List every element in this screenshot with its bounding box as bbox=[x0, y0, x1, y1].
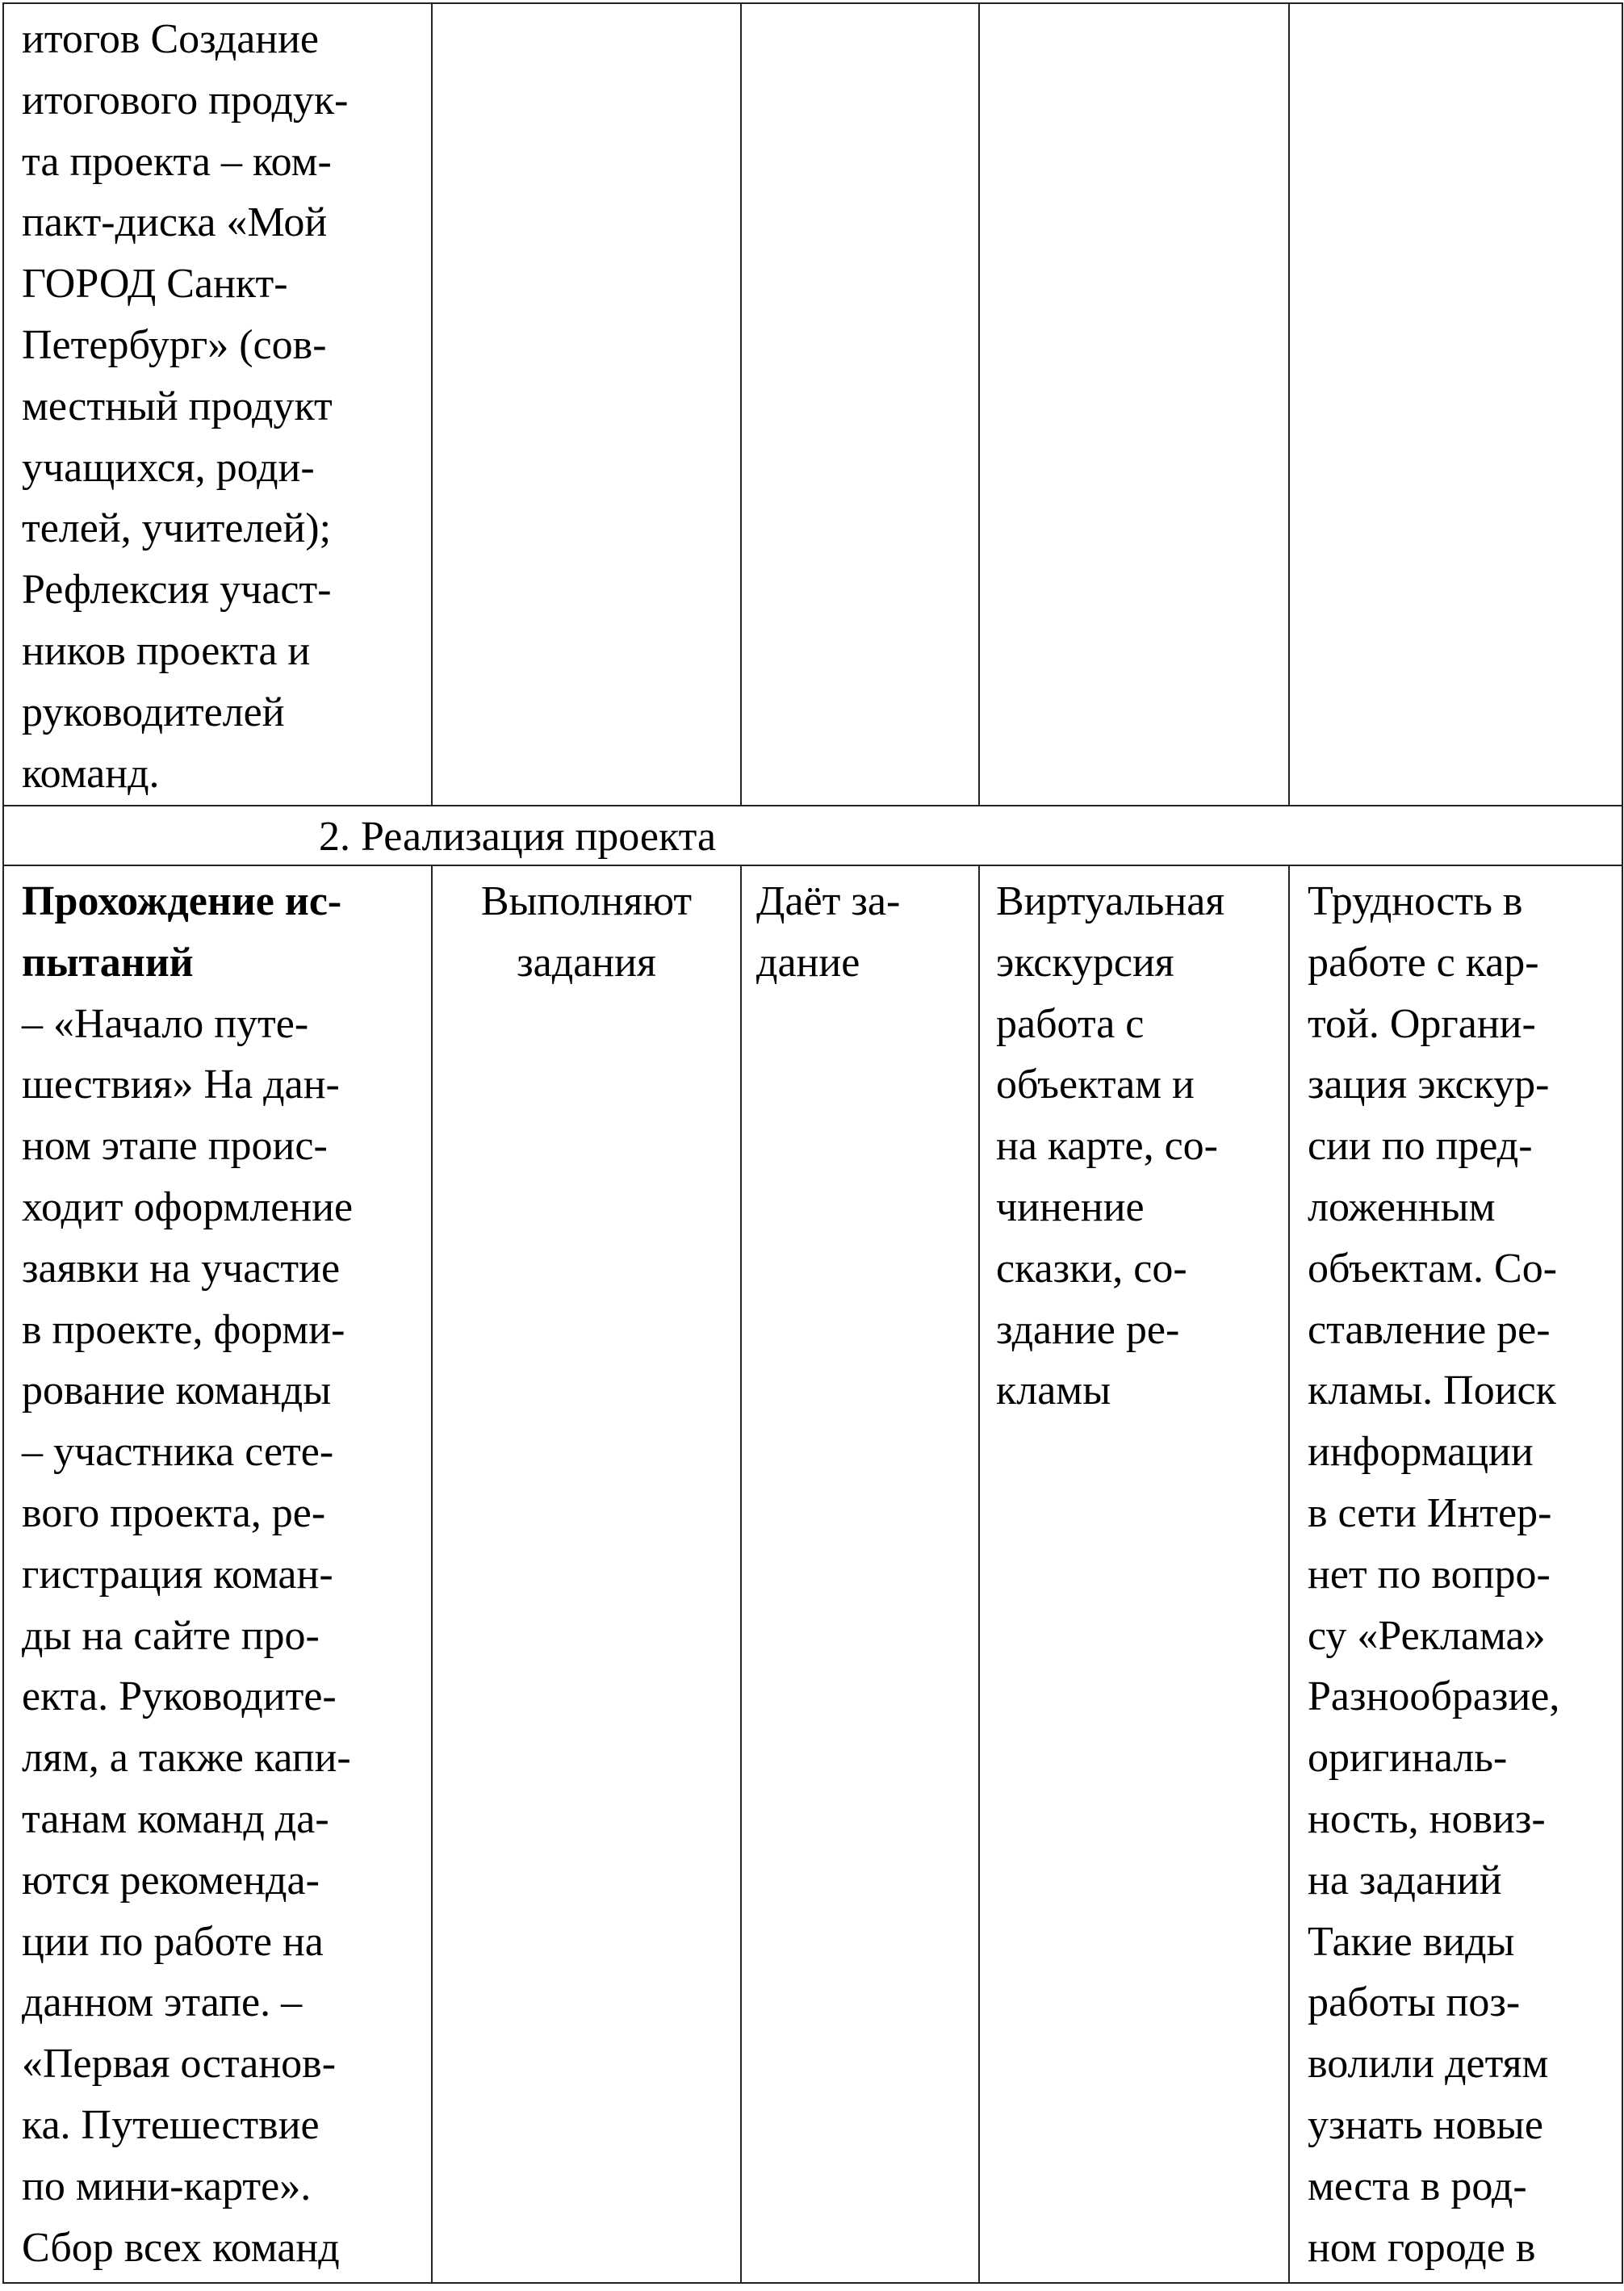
cell-notes bbox=[1288, 2, 1623, 806]
text-line: танам команд да- bbox=[22, 1795, 329, 1842]
text-line: ка. Путешествие bbox=[22, 2101, 320, 2148]
text-line: ном этапе проис- bbox=[22, 1123, 328, 1170]
text-line: Разнообразие, bbox=[1308, 1673, 1560, 1720]
text-line: Даёт за- bbox=[756, 878, 901, 924]
text-line: ставление ре- bbox=[1308, 1306, 1551, 1353]
text-line: в проекте, форми- bbox=[22, 1306, 345, 1353]
text-line: данном этапе. – bbox=[22, 1979, 303, 2026]
text-line: Петербург» (сов- bbox=[22, 321, 327, 368]
text-line: руководителей bbox=[22, 689, 285, 735]
text-line: пытаний bbox=[22, 939, 194, 986]
text-line: чинение bbox=[996, 1183, 1145, 1230]
text-line: задания bbox=[517, 939, 656, 986]
text-line: объектам. Со- bbox=[1308, 1245, 1558, 1292]
text-line: – «Начало путе- bbox=[22, 1000, 309, 1047]
section-header: 2. Реализация проекта bbox=[319, 814, 717, 860]
text-line: су «Реклама» bbox=[1308, 1612, 1546, 1659]
text-line: нет по вопро- bbox=[1308, 1551, 1551, 1598]
text-line: работе с кар- bbox=[1308, 939, 1539, 986]
text-line: ходит оформление bbox=[22, 1183, 354, 1230]
text-line: Такие виды bbox=[1308, 1918, 1515, 1965]
text-line: экскурсия bbox=[996, 939, 1174, 986]
text-line: объектам и bbox=[996, 1062, 1195, 1108]
text-line: той. Органи- bbox=[1308, 1000, 1536, 1047]
text-line: работы поз- bbox=[1308, 1979, 1521, 2026]
text-line: по мини-карте». bbox=[22, 2163, 312, 2209]
text-line: информации bbox=[1308, 1429, 1534, 1476]
cell-stage-description: Прохождение ис-пытаний – «Начало путе-шес… bbox=[2, 865, 433, 2284]
text-line: Трудность в bbox=[1308, 878, 1523, 924]
text-line: Выполняют bbox=[480, 878, 693, 924]
text-line: ников проекта и bbox=[22, 627, 311, 674]
text-line: работа с bbox=[996, 1000, 1145, 1047]
cell-teacher bbox=[740, 2, 980, 806]
text-line: сии по пред- bbox=[1308, 1123, 1533, 1170]
cell-activities: Виртуальная экскурсия работа с объектам и на… bbox=[978, 865, 1290, 2284]
cell-teacher: Даёт за-дание bbox=[740, 865, 980, 2284]
text-line: – участника сете- bbox=[22, 1429, 334, 1476]
text-line: пакт-диска «Мой bbox=[22, 199, 328, 246]
text-line: кламы. Поиск bbox=[1308, 1367, 1556, 1414]
text-line: шествия» На дан- bbox=[22, 1062, 340, 1108]
cell-stage-description: итогов Создание итогового продук-та проек… bbox=[2, 2, 433, 806]
cell-students bbox=[431, 2, 742, 806]
text-line: в сети Интер- bbox=[1308, 1489, 1552, 1536]
text-line: вого проекта, ре- bbox=[22, 1489, 326, 1536]
text-line: ются рекоменда- bbox=[22, 1857, 320, 1904]
text-line: та проекта – ком- bbox=[22, 138, 332, 185]
text-line: узнать новые bbox=[1308, 2101, 1543, 2148]
text-line: зация экскур- bbox=[1308, 1062, 1550, 1108]
text-line: оригиналь- bbox=[1308, 1735, 1508, 1782]
text-line: Виртуальная bbox=[996, 878, 1225, 924]
text-line: волили детям bbox=[1308, 2041, 1549, 2088]
text-line: сказки, со- bbox=[996, 1245, 1187, 1292]
section-header-row: 2. Реализация проекта bbox=[2, 805, 1623, 866]
text-line: на заданий bbox=[1308, 1857, 1502, 1904]
text-line: ном городе в bbox=[1308, 2224, 1536, 2271]
cell-notes: Трудность в работе с кар-той. Органи-заци… bbox=[1288, 865, 1623, 2284]
text-line: команд. bbox=[22, 750, 160, 797]
text-line: телей, учителей); bbox=[22, 505, 332, 552]
text-line: ции по работе на bbox=[22, 1918, 324, 1965]
text-line: лям, а также капи- bbox=[22, 1735, 351, 1782]
cell-activities bbox=[978, 2, 1290, 806]
text-line: на карте, со- bbox=[996, 1123, 1218, 1170]
text-line: местный продукт bbox=[22, 383, 333, 429]
text-line: «Первая останов- bbox=[22, 2041, 337, 2088]
text-line: ГОРОД Санкт- bbox=[22, 261, 288, 308]
table-row-stage: Прохождение ис-пытаний – «Начало путе-шес… bbox=[2, 865, 1623, 2284]
text-line: учащихся, роди- bbox=[22, 444, 315, 491]
text-line: дание bbox=[756, 939, 860, 986]
text-line: гистрация коман- bbox=[22, 1551, 333, 1598]
text-line: кламы bbox=[996, 1367, 1111, 1414]
text-line: заявки на участие bbox=[22, 1245, 341, 1292]
text-line: ность, новиз- bbox=[1308, 1795, 1546, 1842]
text-line: Сбор всех команд bbox=[22, 2224, 340, 2271]
text-line: ложенным bbox=[1308, 1183, 1496, 1230]
text-line: итогового продук- bbox=[22, 77, 349, 124]
text-line: здание ре- bbox=[996, 1306, 1180, 1353]
table-row-continuation: итогов Создание итогового продук-та проек… bbox=[2, 2, 1623, 806]
text-line: места в род- bbox=[1308, 2163, 1527, 2209]
text-line: Рефлексия участ- bbox=[22, 567, 332, 614]
text-line: итогов Создание bbox=[22, 16, 320, 62]
text-line: Прохождение ис- bbox=[22, 878, 342, 924]
cell-students: Выполняют задания bbox=[431, 865, 742, 2284]
text-line: рование команды bbox=[22, 1367, 332, 1414]
text-line: екта. Руководите- bbox=[22, 1673, 337, 1720]
text-line: ды на сайте про- bbox=[22, 1612, 320, 1659]
